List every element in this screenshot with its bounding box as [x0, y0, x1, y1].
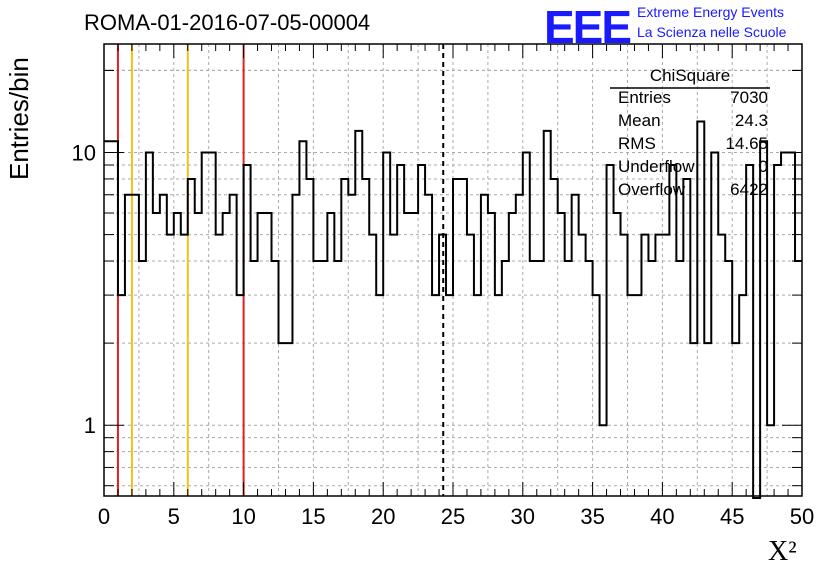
- stats-value: 0: [758, 157, 768, 176]
- x-tick-label: 30: [511, 504, 535, 529]
- x-tick-label: 0: [98, 504, 110, 529]
- stats-row-entries: Entries 7030: [610, 88, 770, 111]
- stats-title: ChiSquare: [649, 66, 731, 85]
- logo-subtitle-2: La Scienza nelle Scuole: [637, 24, 787, 40]
- x-tick-label: 35: [580, 504, 604, 529]
- stats-value: 7030: [730, 88, 768, 107]
- stats-row-rms: RMS 14.65: [610, 134, 770, 157]
- stats-value: 14.65: [725, 134, 768, 153]
- y-tick-label: 10: [72, 141, 96, 166]
- x-tick-label: 45: [720, 504, 744, 529]
- y-axis-label: Entries/bin: [4, 57, 34, 180]
- x-tick-label: 40: [650, 504, 674, 529]
- histogram-series: [104, 120, 802, 499]
- stats-key: Mean: [618, 111, 661, 130]
- stats-row-underflow: Underflow 0: [610, 157, 770, 180]
- x-tick-label: 50: [790, 504, 814, 529]
- stats-value: 6422: [730, 180, 768, 199]
- reference-lines: [116, 44, 445, 496]
- chart-title: ROMA-01-2016-07-05-00004: [84, 10, 371, 35]
- y-tick-label: 1: [84, 413, 96, 438]
- stats-key: Underflow: [618, 157, 695, 176]
- x-tick-label: 20: [371, 504, 395, 529]
- stats-key: RMS: [618, 134, 656, 153]
- x-axis-label: X²: [768, 536, 797, 567]
- x-axis: 0 5 10 15 20 25 30 35 40 45 50: [98, 44, 814, 529]
- x-tick-label: 15: [301, 504, 325, 529]
- x-tick-label: 5: [168, 504, 180, 529]
- stats-row-overflow: Overflow 6422: [610, 180, 770, 203]
- stats-separator: [610, 87, 770, 89]
- stats-key: Overflow: [618, 180, 686, 199]
- logo-subtitle-1: Extreme Energy Events: [637, 4, 785, 20]
- x-tick-label: 10: [231, 504, 255, 529]
- eee-logo: EEE: [544, 1, 632, 53]
- stats-box: ChiSquare Entries 7030 Mean 24.3 RMS 14.65 …: [610, 66, 770, 203]
- stats-row-mean: Mean 24.3: [610, 111, 770, 134]
- y-axis: 1 10: [72, 69, 802, 487]
- stats-key: Entries: [618, 88, 671, 107]
- stats-value: 24.3: [734, 111, 768, 130]
- x-tick-label: 25: [441, 504, 465, 529]
